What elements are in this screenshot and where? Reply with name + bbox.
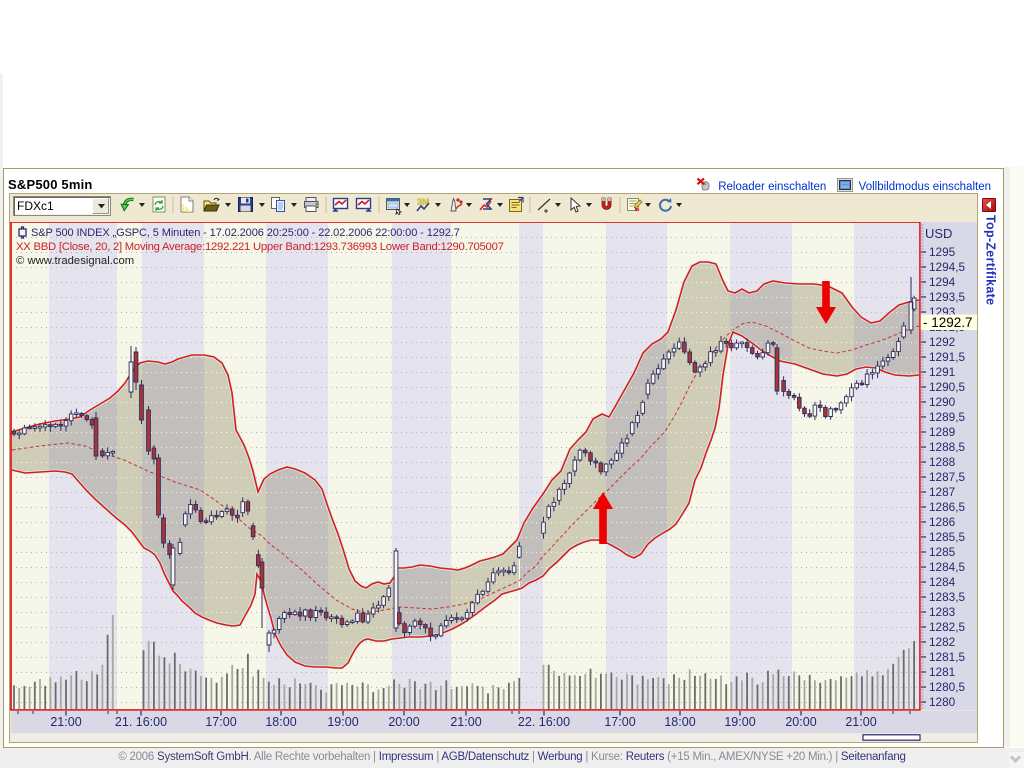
svg-text:1294: 1294 bbox=[929, 275, 956, 289]
svg-text:1285: 1285 bbox=[929, 545, 956, 559]
svg-text:?: ? bbox=[636, 207, 639, 213]
svg-text:1287: 1287 bbox=[929, 485, 955, 499]
svg-text:1288,5: 1288,5 bbox=[929, 440, 966, 454]
svg-text:17:00: 17:00 bbox=[205, 715, 236, 729]
svg-text:1280,5: 1280,5 bbox=[929, 680, 966, 694]
svg-text:1286,5: 1286,5 bbox=[929, 500, 966, 514]
svg-text:- 1292.7: - 1292.7 bbox=[923, 315, 973, 330]
svg-text:19:00: 19:00 bbox=[724, 715, 755, 729]
svg-text:1295: 1295 bbox=[929, 245, 956, 259]
svg-text:17:00: 17:00 bbox=[604, 715, 635, 729]
svg-text:1291: 1291 bbox=[929, 365, 955, 379]
svg-text:18:00: 18:00 bbox=[265, 715, 296, 729]
svg-text:1287,5: 1287,5 bbox=[929, 470, 966, 484]
svg-text:Top-Zertifikate: Top-Zertifikate bbox=[984, 215, 998, 305]
svg-text:1290,5: 1290,5 bbox=[929, 380, 966, 394]
svg-text:21. 16:00: 21. 16:00 bbox=[115, 715, 167, 729]
svg-text:1291,5: 1291,5 bbox=[929, 350, 966, 364]
svg-text:20:00: 20:00 bbox=[388, 715, 419, 729]
svg-text:1284: 1284 bbox=[929, 575, 956, 589]
svg-text:21:00: 21:00 bbox=[50, 715, 81, 729]
svg-text:1294,5: 1294,5 bbox=[929, 260, 966, 274]
svg-text:1284,5: 1284,5 bbox=[929, 560, 966, 574]
svg-text:1281,5: 1281,5 bbox=[929, 650, 966, 664]
svg-text:1293,5: 1293,5 bbox=[929, 290, 966, 304]
svg-text:1280: 1280 bbox=[929, 695, 956, 709]
svg-text:1283: 1283 bbox=[929, 605, 956, 619]
svg-text:1288: 1288 bbox=[929, 455, 956, 469]
svg-text:20:00: 20:00 bbox=[785, 715, 816, 729]
svg-text:1292: 1292 bbox=[929, 335, 955, 349]
svg-text:1286: 1286 bbox=[929, 515, 956, 529]
svg-text:1283,5: 1283,5 bbox=[929, 590, 966, 604]
svg-text:© www.tradesignal.com: © www.tradesignal.com bbox=[16, 255, 134, 267]
svg-text:1282: 1282 bbox=[929, 635, 955, 649]
svg-text:1289: 1289 bbox=[929, 425, 955, 439]
svg-text:1290: 1290 bbox=[929, 395, 956, 409]
svg-text:XX BBD [Close, 20, 2] Moving A: XX BBD [Close, 20, 2] Moving Average:129… bbox=[16, 241, 504, 253]
svg-text:USD: USD bbox=[925, 226, 952, 241]
svg-text:1281: 1281 bbox=[929, 665, 955, 679]
svg-text:19:00: 19:00 bbox=[327, 715, 358, 729]
svg-text:1289,5: 1289,5 bbox=[929, 410, 966, 424]
svg-text:3M: 3M bbox=[417, 197, 430, 207]
svg-text:21:00: 21:00 bbox=[845, 715, 876, 729]
svg-text:1282,5: 1282,5 bbox=[929, 620, 966, 634]
svg-text:S&P 500 INDEX „GSPC, 5 Minuten: S&P 500 INDEX „GSPC, 5 Minuten - 17.02.2… bbox=[31, 227, 460, 239]
svg-text:22. 16:00: 22. 16:00 bbox=[518, 715, 570, 729]
svg-text:18:00: 18:00 bbox=[664, 715, 695, 729]
svg-text:21:00: 21:00 bbox=[450, 715, 481, 729]
svg-text:1285,5: 1285,5 bbox=[929, 530, 966, 544]
